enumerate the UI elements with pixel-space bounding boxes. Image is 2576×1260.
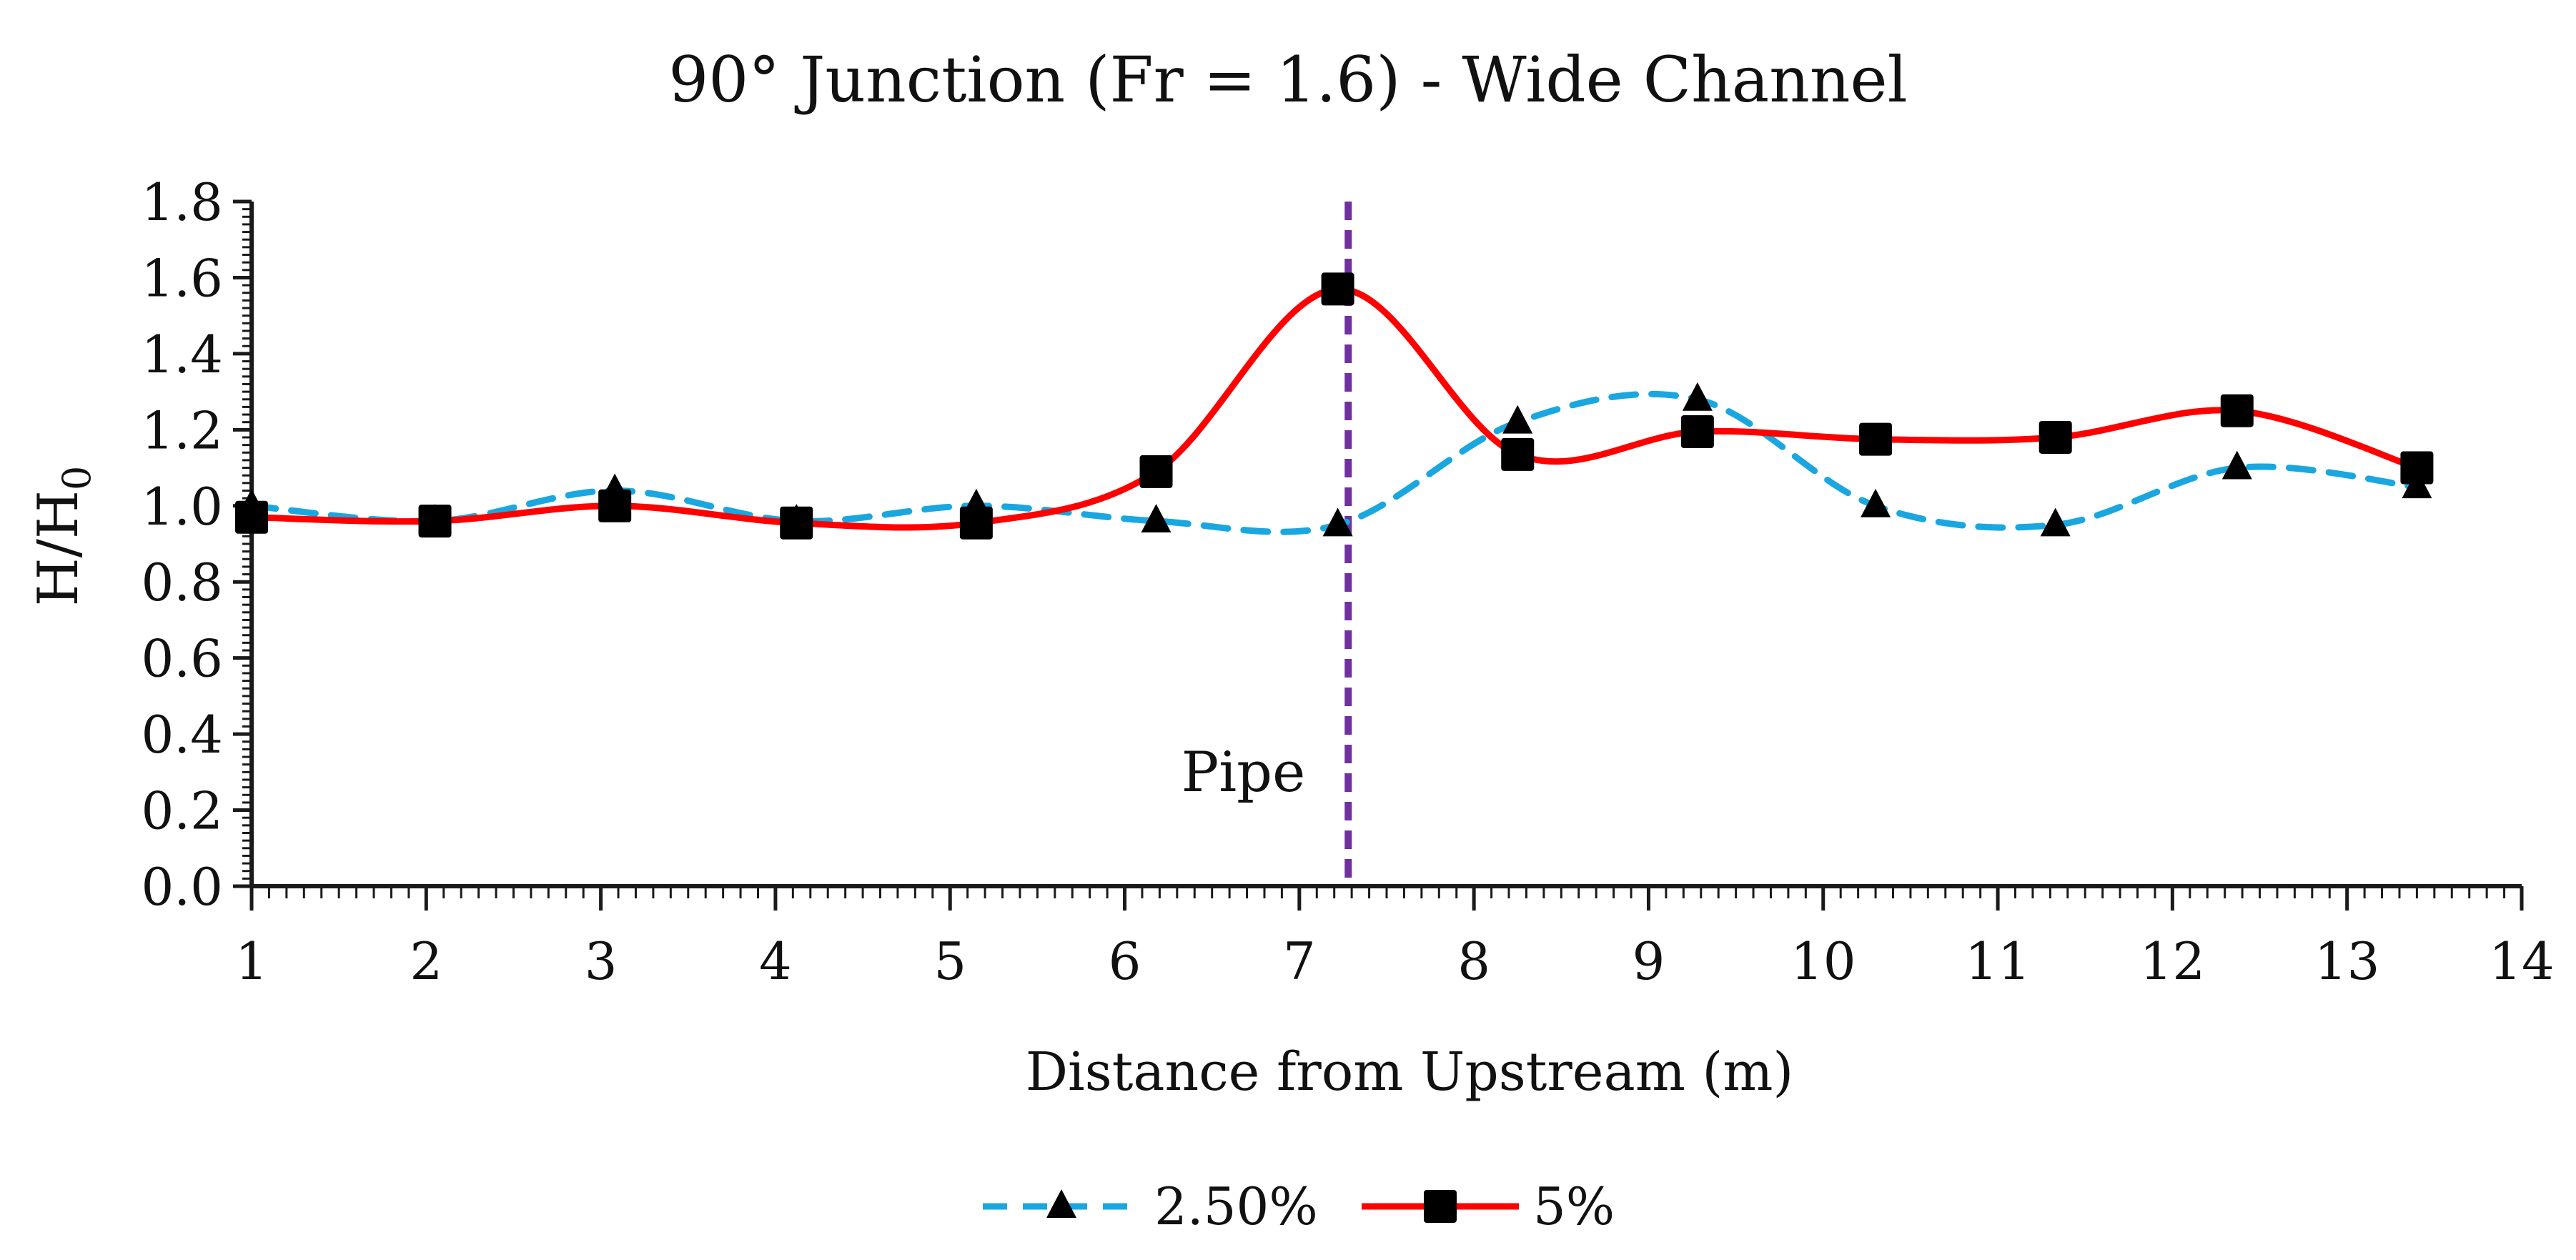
legend-marker-triangle [1046, 1189, 1076, 1218]
data-point-triangle [2040, 507, 2071, 537]
data-point-square [1501, 437, 1535, 471]
x-tick-label: 13 [2314, 931, 2380, 991]
data-point-square [1321, 272, 1354, 306]
y-tick-label: 1.2 [141, 400, 223, 460]
data-point-triangle [2221, 450, 2252, 480]
legend: 2.50% 5% [983, 1176, 1615, 1236]
x-tick-label: 6 [1109, 931, 1141, 991]
x-tick-label: 11 [1965, 931, 2031, 991]
x-tick-label: 4 [759, 931, 792, 991]
data-point-triangle [1502, 405, 1533, 434]
data-point-square [2400, 451, 2434, 485]
series-markers [235, 272, 2434, 540]
data-point-square [418, 505, 452, 538]
pipe-label: Pipe [1182, 740, 1306, 805]
y-axis-title: H/H0 [26, 466, 99, 607]
data-point-square [1139, 455, 1173, 488]
data-point-square [959, 506, 993, 540]
x-tick-label: 3 [585, 931, 618, 991]
y-tick-label: 1.6 [141, 248, 223, 308]
data-point-square [1680, 415, 1714, 448]
y-tick-label: 0.2 [141, 781, 223, 841]
y-tick-label: 1.4 [141, 324, 223, 385]
data-point-square [598, 489, 632, 522]
legend-label: 2.50% [1154, 1176, 1318, 1236]
data-point-square [2220, 394, 2254, 427]
y-tick-label: 1.0 [141, 477, 223, 537]
data-point-square [2038, 420, 2072, 454]
x-tick-label: 14 [2489, 931, 2555, 991]
annotations: Pipe [1182, 202, 1352, 886]
chart-title: 90° Junction (Fr = 1.6) - Wide Channel [668, 43, 1908, 116]
x-tick-label: 5 [933, 931, 966, 991]
legend-label: 5% [1533, 1176, 1615, 1236]
x-tick-label: 12 [2140, 931, 2206, 991]
data-point-square [780, 506, 813, 540]
y-tick-label: 0.8 [141, 552, 223, 612]
y-axis-title-subscript: 0 [54, 466, 99, 490]
x-tick-label: 10 [1790, 931, 1856, 991]
x-tick-label: 2 [410, 931, 442, 991]
data-point-triangle [1861, 488, 1891, 517]
x-tick-label: 9 [1633, 931, 1665, 991]
y-axis-title-main: H/H [26, 490, 91, 606]
data-point-triangle [1322, 507, 1353, 537]
data-point-square [235, 500, 268, 534]
data-point-triangle [1682, 382, 1713, 411]
x-tick-label: 7 [1283, 931, 1316, 991]
legend-marker-square [1424, 1190, 1457, 1223]
axes: 0.00.20.40.60.81.01.21.41.61.81 2 3 4 5 6 7 8 9 1… [141, 172, 2554, 991]
y-tick-label: 0.0 [141, 857, 223, 917]
y-tick-label: 1.8 [141, 172, 223, 232]
y-tick-label: 0.4 [141, 705, 223, 765]
data-point-triangle [1141, 504, 1171, 533]
x-tick-label: 8 [1457, 931, 1490, 991]
data-point-square [1859, 422, 1893, 456]
x-tick-label: 1 [235, 931, 268, 991]
x-axis-title: Distance from Upstream (m) [1026, 1041, 1794, 1103]
y-tick-label: 0.6 [141, 629, 223, 689]
